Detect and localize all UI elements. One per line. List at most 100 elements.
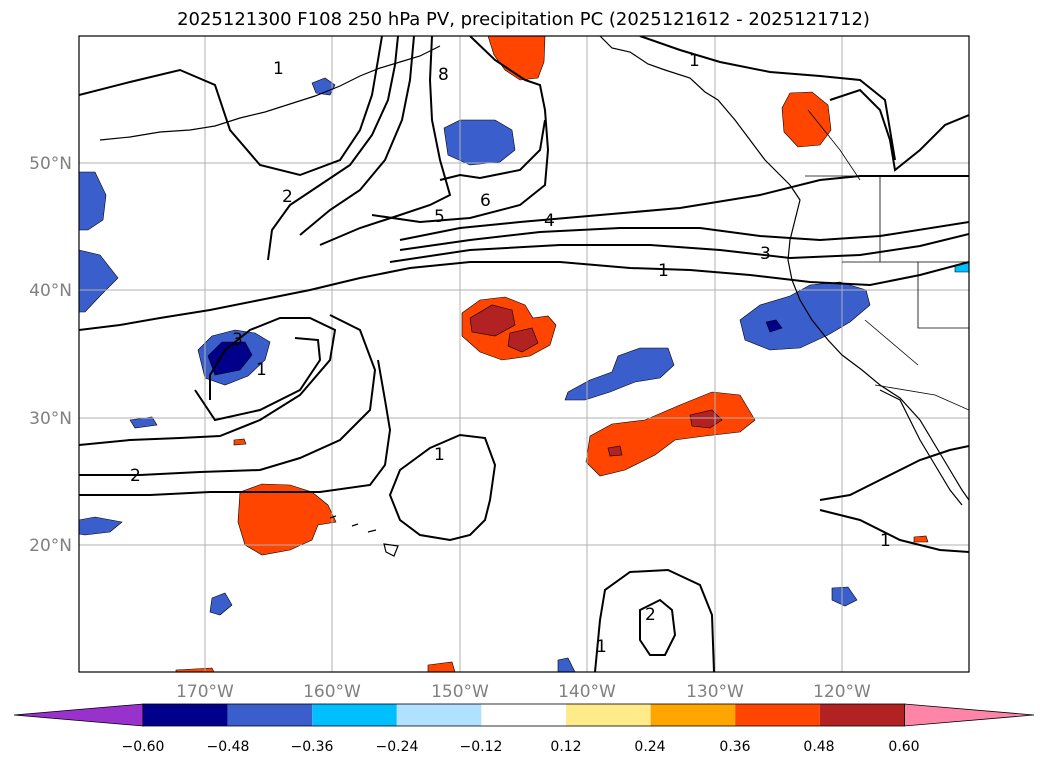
contour-line — [439, 119, 546, 181]
contour-label: 1 — [434, 445, 445, 465]
lat-tick-label: 30°N — [29, 409, 72, 429]
colorbar-segment — [312, 704, 397, 726]
contour-label: 1 — [256, 360, 267, 380]
precip-blob-core — [507, 327, 539, 353]
contour-line — [79, 317, 337, 446]
contour-line — [267, 36, 399, 261]
precip-blob — [233, 438, 247, 446]
coastlines — [99, 36, 969, 557]
alaska-border — [807, 109, 861, 181]
precip-blob — [443, 119, 516, 166]
baja-coast — [879, 389, 963, 506]
precip-blob — [209, 592, 233, 616]
pv-contours — [79, 36, 969, 672]
precip-negative-areas — [79, 77, 969, 672]
contour-label: 1 — [596, 637, 607, 657]
contour-line — [639, 36, 896, 161]
precip-blob-core — [765, 319, 783, 333]
contour-line — [829, 88, 969, 172]
contour-label: 1 — [689, 51, 700, 71]
lon-tick-label: 160°W — [303, 682, 361, 702]
precip-blob-core — [469, 304, 516, 337]
west-coast — [787, 184, 969, 501]
colorbar-segment — [396, 704, 482, 726]
alaska-coast — [599, 36, 791, 186]
precip-blob — [557, 657, 576, 672]
contour-line — [594, 568, 715, 672]
colorbar — [13, 703, 1035, 727]
lon-tick-label: 140°W — [558, 682, 616, 702]
colorbar-tick-label: 0.60 — [888, 739, 919, 755]
precip-blob — [831, 586, 858, 607]
colorbar-tick-label: 0.48 — [803, 739, 834, 755]
precip-positive-areas — [175, 36, 929, 672]
plot-frame — [78, 35, 970, 673]
contour-label-group: 1 1 2 2 3 4 5 6 8 1 1 1 1 2 1 3 5 — [130, 51, 891, 657]
contour-label: 4 — [544, 211, 555, 231]
lon-tick-label: 130°W — [686, 682, 744, 702]
contour-label: 8 — [438, 65, 449, 85]
contour-line — [389, 233, 969, 263]
lon-tick-label: 150°W — [431, 682, 489, 702]
precip-blob — [427, 661, 456, 672]
precip-blob — [487, 36, 546, 81]
lat-tick-label: 40°N — [29, 281, 72, 301]
contour-line — [388, 433, 497, 542]
contour-label: 5 — [434, 207, 445, 227]
precip-blob — [79, 171, 107, 231]
colorbar-segment — [650, 704, 736, 726]
colorbar-tick-label: 0.12 — [550, 739, 581, 755]
contour-line — [819, 445, 969, 501]
contour-line — [371, 36, 550, 224]
colorbar-extend-high — [904, 703, 1035, 727]
us-mexico-border — [874, 384, 969, 411]
precip-blob — [913, 535, 929, 543]
colorbar-tick-label: 0.24 — [634, 739, 665, 755]
contour-line — [819, 509, 969, 553]
lat-tick-label: 50°N — [29, 154, 72, 174]
contour-label: 2 — [645, 605, 656, 625]
precip-blob-core — [207, 341, 253, 376]
contour-label: 2 — [282, 187, 293, 207]
contour-label: 1 — [880, 531, 891, 551]
colorbar-segment — [227, 704, 313, 726]
precip-blob-core — [689, 409, 723, 429]
colorbar-segment — [819, 704, 905, 726]
contour-label: 3 — [232, 330, 243, 350]
longitude-ticks: 170°W 160°W 150°W 140°W 130°W 120°W — [176, 682, 871, 702]
latitude-ticks: 50°N 40°N 30°N 20°N — [29, 154, 72, 556]
contour-label: 1 — [273, 59, 284, 79]
precip-blob — [781, 91, 832, 148]
contour-line — [299, 36, 415, 236]
state-borders — [842, 176, 969, 366]
contour-line — [79, 359, 392, 496]
colorbar-segment — [735, 704, 820, 726]
contour-label: 3 — [760, 244, 771, 264]
contour-line — [639, 598, 677, 656]
colorbar-tick-label: −0.12 — [460, 739, 503, 755]
precip-blob — [79, 249, 119, 313]
colorbar-extend-low — [13, 703, 144, 727]
colorbar-segment — [143, 704, 228, 726]
colorbar-segment — [481, 704, 566, 726]
lat-tick-label: 20°N — [29, 536, 72, 556]
contour-label: 1 — [658, 261, 669, 281]
contour-label: 2 — [130, 466, 141, 486]
lon-tick-label: 120°W — [813, 682, 871, 702]
contour-line — [79, 261, 969, 331]
contour-line — [319, 36, 452, 246]
contour-line — [194, 337, 322, 422]
colorbar-tick-label: −0.60 — [122, 739, 165, 755]
colorbar-tick-label: −0.48 — [207, 739, 250, 755]
hawaii — [329, 515, 399, 557]
contour-line — [79, 36, 383, 177]
map-title: 2025121300 F108 250 hPa PV, precipitatio… — [177, 9, 870, 30]
contour-line — [79, 314, 377, 476]
colorbar-tick-label: −0.24 — [376, 739, 419, 755]
precip-blob — [739, 281, 871, 351]
colorbar-tick-label: 0.36 — [719, 739, 750, 755]
precip-blob-core — [607, 445, 623, 457]
colorbar-ticks: −0.60 −0.48 −0.36 −0.24 −0.12 0.12 0.24 … — [122, 739, 920, 755]
colorbar-tick-label: −0.36 — [291, 739, 334, 755]
